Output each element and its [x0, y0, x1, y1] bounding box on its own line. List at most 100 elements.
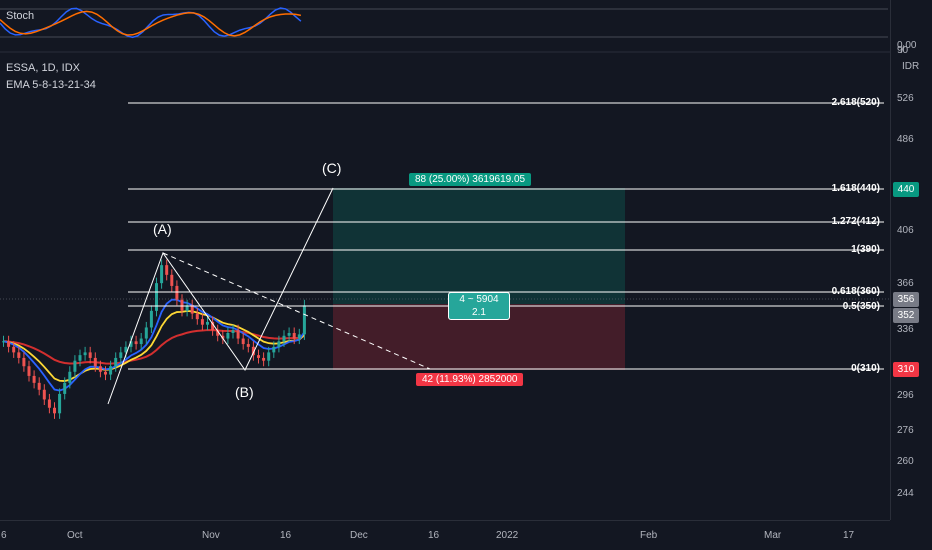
fib-label: 2.618(520)	[831, 97, 880, 108]
candle-body	[7, 341, 11, 347]
ema-legend[interactable]: EMA 5-8-13-21-34	[6, 79, 96, 91]
candle-body	[226, 333, 230, 339]
fib-label: 0(310)	[851, 363, 880, 374]
candle-body	[200, 319, 204, 325]
candle-body	[78, 355, 82, 361]
time-tick: Feb	[640, 530, 658, 541]
candle-body	[277, 341, 281, 347]
candle-body	[190, 305, 194, 314]
stop-label[interactable]: 42 (11.93%) 2852000	[416, 373, 524, 386]
stoch-k-line	[0, 7, 302, 39]
position-ratio: 2.1	[472, 307, 486, 318]
candle-body	[104, 371, 107, 375]
candle-body	[119, 352, 123, 358]
candle-body	[12, 346, 16, 353]
fib-label: 0.5(350)	[842, 301, 880, 312]
price-tick: 486	[897, 134, 914, 145]
stoch-axis-bottom: 0.00	[897, 40, 917, 51]
fib-label: 0.618(360)	[831, 286, 880, 297]
time-tick: Nov	[202, 530, 220, 541]
candle-body	[2, 341, 5, 343]
symbol-legend[interactable]: ESSA, 1D, IDX	[6, 62, 80, 74]
time-tick: 16	[280, 530, 292, 541]
stoch-lines	[0, 7, 302, 39]
time-tick: Dec	[350, 530, 368, 541]
price-axis[interactable]	[890, 0, 932, 520]
candle-body	[287, 333, 291, 336]
target-zone[interactable]	[333, 188, 625, 304]
candle-body	[144, 327, 148, 339]
price-tick: 244	[897, 488, 914, 499]
candle-body	[53, 407, 56, 414]
time-tick: 2022	[496, 530, 519, 541]
stoch-d-line	[0, 10, 302, 37]
candle-body	[139, 338, 143, 345]
candle-body	[195, 313, 199, 320]
candle-body	[155, 283, 158, 311]
target-label[interactable]: 88 (25.00%) 3619619.05	[409, 173, 532, 186]
candle-body	[93, 357, 97, 367]
candle-body	[124, 346, 128, 353]
wave-c-label[interactable]: (C)	[322, 160, 342, 176]
price-tick: 366	[897, 278, 914, 289]
fib-label: 1(390)	[851, 244, 880, 255]
candle-body	[236, 330, 240, 339]
candle-body	[32, 375, 36, 383]
candle-body	[109, 366, 113, 375]
price-tag-last: 356	[893, 292, 919, 307]
currency-label: IDR	[902, 61, 920, 72]
time-tick: 16	[428, 530, 440, 541]
candle-body	[185, 305, 189, 311]
candle-body	[83, 352, 87, 356]
candle-body	[42, 389, 46, 400]
time-tick: 17	[843, 530, 855, 541]
candle-body	[47, 399, 51, 408]
candle-body	[160, 265, 164, 284]
candle-body	[231, 330, 235, 333]
candle-body	[257, 355, 260, 358]
candle-body	[282, 335, 286, 342]
candle-body	[22, 357, 26, 367]
candle-body	[149, 310, 153, 328]
candle-body	[211, 321, 215, 331]
price-tick: 276	[897, 425, 914, 436]
candle-body	[221, 335, 225, 339]
fib-label: 1.618(440)	[831, 183, 880, 194]
price-tick: 260	[897, 456, 914, 467]
candle-body	[302, 305, 306, 335]
ema-lines	[3, 298, 306, 392]
candle-body	[267, 352, 271, 361]
candle-body	[262, 357, 266, 361]
time-axis[interactable]	[0, 520, 890, 550]
candle-body	[134, 341, 138, 345]
candle-body	[206, 321, 209, 325]
price-tick: 406	[897, 225, 914, 236]
candle-body	[58, 393, 62, 414]
candle-body	[98, 366, 102, 372]
candle-body	[27, 366, 31, 376]
candle-body	[114, 357, 118, 367]
time-tick: Mar	[764, 530, 782, 541]
position-qty: 4 ~ 5904	[459, 294, 499, 305]
stoch-axis-top: 9̸0	[897, 45, 909, 56]
price-tag-stop: 310	[893, 362, 919, 377]
candle-body	[251, 346, 255, 356]
candle-body	[180, 299, 184, 311]
candle-body	[216, 330, 220, 336]
price-tag-target: 440	[893, 182, 919, 197]
candle-body	[68, 371, 72, 383]
position-center-box[interactable]: 4 ~ 5904 2.1	[448, 292, 510, 320]
trend-dashed-line[interactable]	[162, 252, 431, 370]
candle-body	[292, 333, 296, 339]
candle-body	[165, 265, 169, 275]
candle-body	[17, 352, 21, 358]
ema-13-line	[3, 310, 306, 382]
wave-a-label[interactable]: (A)	[153, 221, 172, 237]
candle-body	[63, 382, 67, 394]
price-tag-entry: 352	[893, 308, 919, 323]
wave-b-label[interactable]: (B)	[235, 384, 254, 400]
wave-path[interactable]	[107, 187, 334, 405]
candle-body	[175, 285, 179, 300]
